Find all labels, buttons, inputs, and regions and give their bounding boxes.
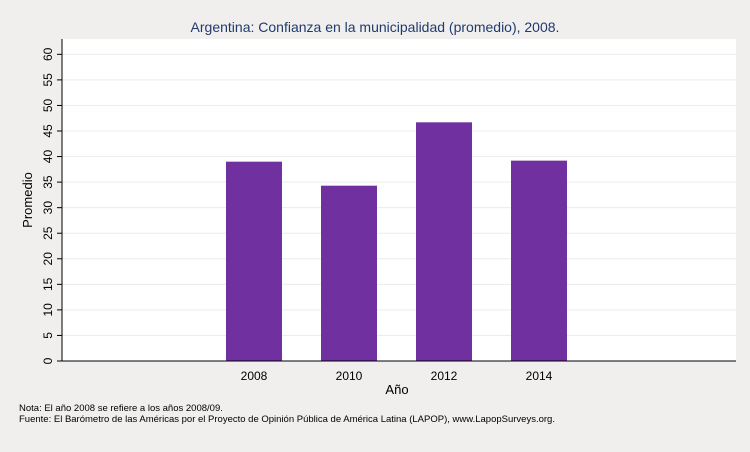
x-tick-label: 2010 bbox=[336, 369, 363, 383]
chart-source: Fuente: El Barómetro de las Américas por… bbox=[19, 414, 555, 425]
bar-2010 bbox=[321, 185, 377, 361]
y-tick-label: 35 bbox=[41, 175, 55, 189]
y-axis-ticks: 0 5 10 15 20 25 30 35 40 45 50 55 60 bbox=[41, 47, 62, 364]
y-tick-label: 40 bbox=[41, 150, 55, 164]
y-tick-label: 25 bbox=[41, 226, 55, 240]
bar-2014 bbox=[511, 160, 567, 361]
bar-2008 bbox=[226, 161, 282, 361]
y-axis-title: Promedio bbox=[20, 172, 35, 228]
y-tick-label: 50 bbox=[41, 98, 55, 112]
y-tick-label: 20 bbox=[41, 252, 55, 266]
x-axis-ticks: 2008 2010 2012 2014 bbox=[241, 369, 553, 383]
plot-area bbox=[62, 39, 736, 361]
y-tick-label: 45 bbox=[41, 124, 55, 138]
bar-2012 bbox=[416, 122, 472, 361]
y-tick-label: 0 bbox=[41, 357, 55, 364]
x-axis-title: Año bbox=[385, 382, 408, 397]
y-tick-label: 30 bbox=[41, 201, 55, 215]
y-tick-label: 5 bbox=[41, 332, 55, 339]
chart-title: Argentina: Confianza en la municipalidad… bbox=[191, 19, 560, 35]
y-tick-label: 10 bbox=[41, 303, 55, 317]
y-tick-label: 55 bbox=[41, 73, 55, 87]
y-tick-label: 60 bbox=[41, 47, 55, 61]
gridlines bbox=[62, 53, 736, 336]
x-tick-label: 2008 bbox=[241, 369, 268, 383]
y-tick-label: 15 bbox=[41, 277, 55, 291]
chart-note: Nota: El año 2008 se refiere a los años … bbox=[19, 403, 223, 414]
bars bbox=[226, 122, 567, 361]
x-tick-label: 2014 bbox=[526, 369, 553, 383]
x-tick-label: 2012 bbox=[431, 369, 458, 383]
